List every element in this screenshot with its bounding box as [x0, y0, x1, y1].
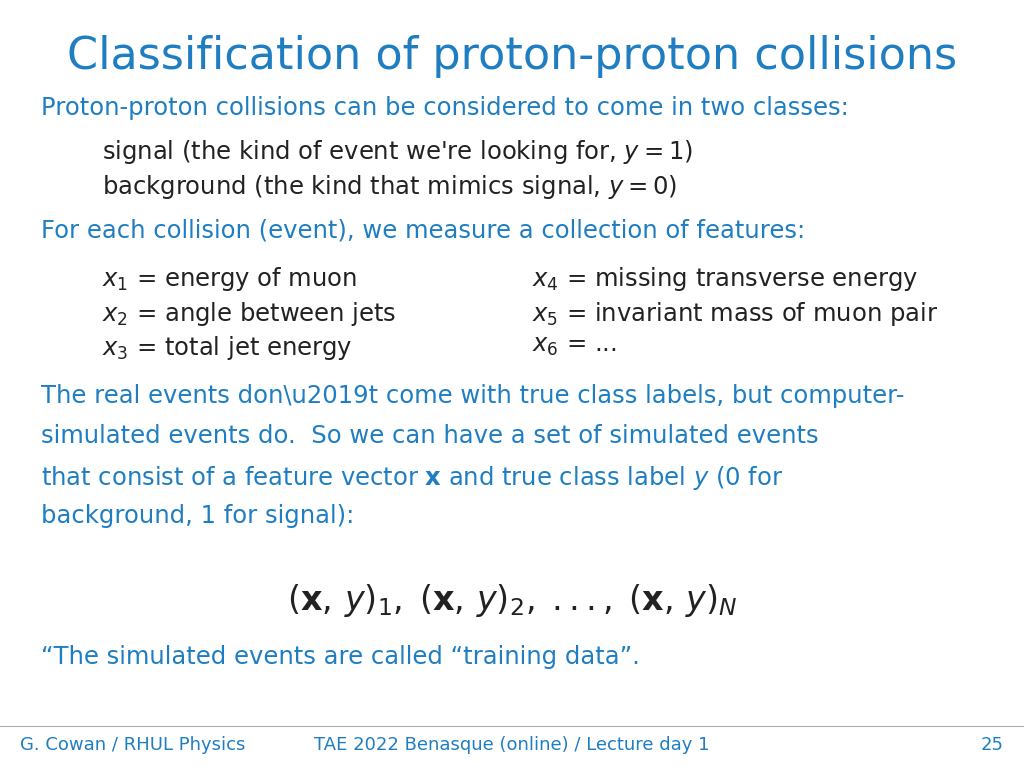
Text: G. Cowan / RHUL Physics: G. Cowan / RHUL Physics	[20, 736, 246, 753]
Text: $x_2$ = angle between jets: $x_2$ = angle between jets	[102, 300, 396, 327]
Text: that consist of a feature vector $\mathbf{x}$ and true class label $y$ (0 for: that consist of a feature vector $\mathb…	[41, 464, 783, 492]
Text: simulated events do.  So we can have a set of simulated events: simulated events do. So we can have a se…	[41, 424, 818, 448]
Text: TAE 2022 Benasque (online) / Lecture day 1: TAE 2022 Benasque (online) / Lecture day…	[314, 736, 710, 753]
Text: $(\mathbf{x},\, y)_1,\; (\mathbf{x},\, y)_2,\; ...,\; (\mathbf{x},\, y)_N$: $(\mathbf{x},\, y)_1,\; (\mathbf{x},\, y…	[287, 582, 737, 619]
Text: Classification of proton-proton collisions: Classification of proton-proton collisio…	[67, 35, 957, 78]
Text: $x_5$ = invariant mass of muon pair: $x_5$ = invariant mass of muon pair	[532, 300, 939, 327]
Text: background, 1 for signal):: background, 1 for signal):	[41, 504, 354, 528]
Text: Proton-proton collisions can be considered to come in two classes:: Proton-proton collisions can be consider…	[41, 96, 849, 120]
Text: “The simulated events are called “training data”.: “The simulated events are called “traini…	[41, 645, 640, 669]
Text: background (the kind that mimics signal, $y = 0$): background (the kind that mimics signal,…	[102, 173, 678, 200]
Text: $x_1$ = energy of muon: $x_1$ = energy of muon	[102, 265, 357, 293]
Text: The real events don\u2019t come with true class labels, but computer-: The real events don\u2019t come with tru…	[41, 384, 904, 408]
Text: $x_3$ = total jet energy: $x_3$ = total jet energy	[102, 334, 353, 362]
Text: signal (the kind of event we're looking for, $y = 1$): signal (the kind of event we're looking …	[102, 138, 693, 166]
Text: $x_6$ = ...: $x_6$ = ...	[532, 334, 617, 358]
Text: For each collision (event), we measure a collection of features:: For each collision (event), we measure a…	[41, 219, 805, 243]
Text: $x_4$ = missing transverse energy: $x_4$ = missing transverse energy	[532, 265, 919, 293]
Text: 25: 25	[981, 736, 1004, 753]
